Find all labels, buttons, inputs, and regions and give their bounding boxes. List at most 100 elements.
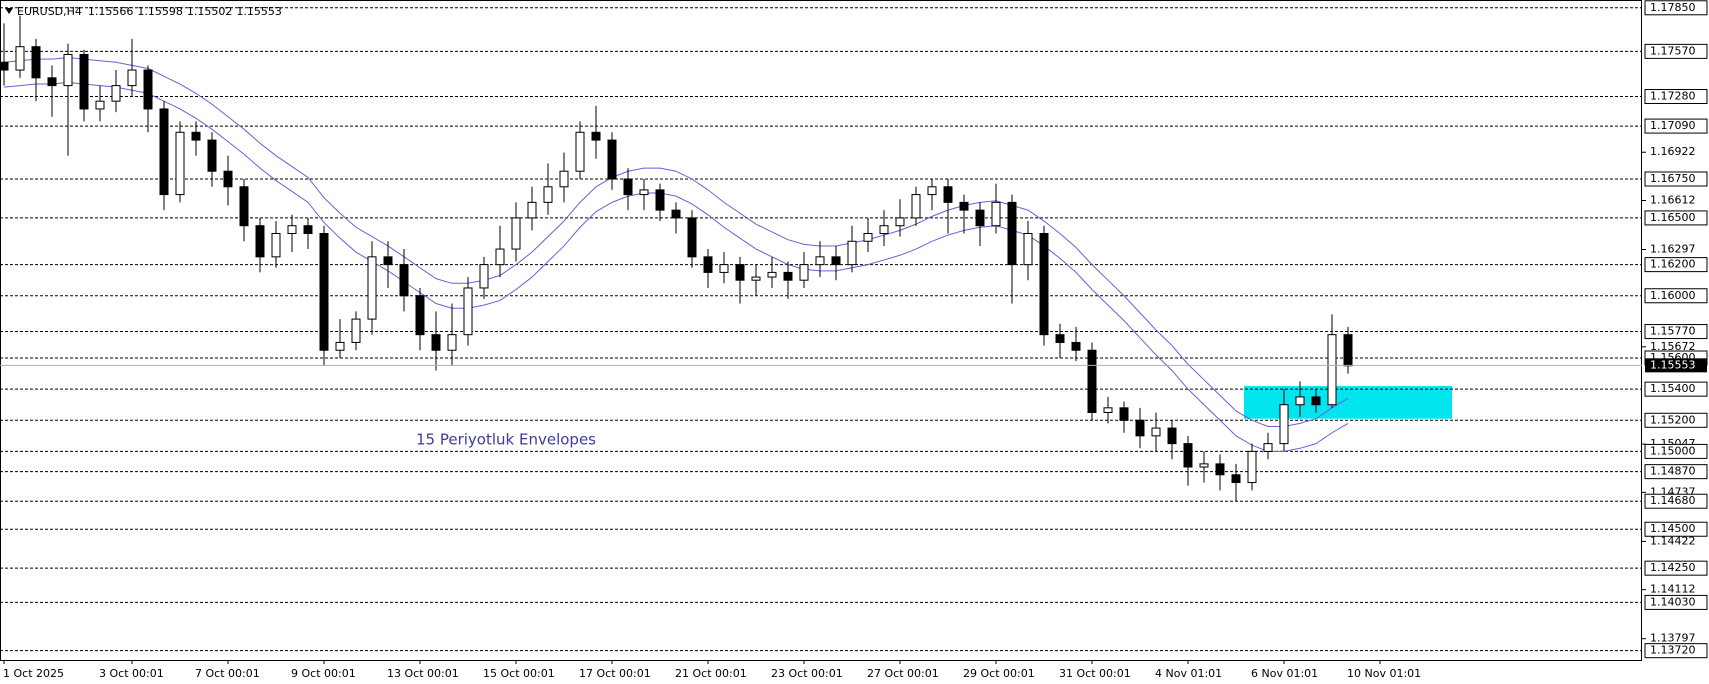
x-tick-label: 6 Nov 01:01 — [1251, 667, 1318, 680]
level-label: 1.17090 — [1650, 119, 1696, 132]
level-label: 1.15200 — [1650, 413, 1696, 426]
x-tick-label: 7 Oct 00:01 — [195, 667, 260, 680]
level-label-box — [1644, 643, 1708, 659]
candle-body — [1183, 443, 1193, 468]
candle-body — [671, 209, 681, 219]
candle-body — [895, 217, 905, 227]
level-label-box — [1644, 412, 1708, 428]
candle-body — [703, 256, 713, 273]
candle-body — [639, 189, 649, 196]
candle-body — [927, 186, 937, 196]
candle-body — [1343, 334, 1353, 367]
zone — [1244, 386, 1452, 419]
candle-body — [367, 256, 377, 320]
candle-body — [335, 341, 345, 351]
candle-body — [783, 271, 793, 281]
header: EURUSD,H4 1.15566 1.15598 1.15502 1.15553 — [17, 5, 282, 18]
candle-body — [271, 232, 281, 258]
level-label-box — [1644, 443, 1708, 459]
candle-body — [47, 77, 57, 87]
x-tick-label: 23 Oct 00:01 — [771, 667, 843, 680]
candle-body — [735, 264, 745, 281]
y-tick-label: 1.15672 — [1650, 340, 1696, 353]
candle-body — [1295, 396, 1305, 406]
candle-body — [591, 131, 601, 141]
quote-low: 1.15502 — [187, 5, 233, 18]
x-tick-label: 1 Oct 2025 — [3, 667, 64, 680]
candle-body — [495, 248, 505, 266]
x-tick-label: 31 Oct 00:01 — [1059, 667, 1131, 680]
level-label: 1.14680 — [1650, 494, 1696, 507]
level-label: 1.17570 — [1650, 44, 1696, 57]
candle-body — [351, 318, 361, 343]
candle-body — [127, 69, 137, 87]
level-label-box — [1644, 257, 1708, 273]
x-tick-label: 9 Oct 00:01 — [291, 667, 356, 680]
candle-body — [607, 139, 617, 180]
candle-body — [767, 271, 777, 278]
level-label: 1.15770 — [1650, 325, 1696, 338]
candle-body — [1247, 450, 1257, 484]
candle-body — [527, 201, 537, 219]
x-tick-label: 15 Oct 00:01 — [483, 667, 555, 680]
candle-body — [879, 225, 889, 234]
candle-body — [1311, 396, 1321, 406]
x-tick-label: 13 Oct 00:01 — [387, 667, 459, 680]
y-tick-label: 1.14112 — [1650, 583, 1696, 596]
candle-body — [95, 100, 105, 110]
level-label: 1.16750 — [1650, 172, 1696, 185]
candle-body — [511, 217, 521, 250]
level-label: 1.14500 — [1650, 522, 1696, 535]
candle-body — [239, 186, 249, 227]
level-label: 1.17280 — [1650, 90, 1696, 103]
level-label-box — [1644, 288, 1708, 304]
level-label: 1.15400 — [1650, 382, 1696, 395]
candle-body — [159, 108, 169, 196]
candle-body — [1103, 407, 1113, 414]
x-tick-label: 29 Oct 00:01 — [963, 667, 1035, 680]
candle-body — [799, 264, 809, 281]
envelope-upper — [3, 57, 1349, 428]
candle-body — [111, 85, 121, 102]
level-label-box — [1644, 324, 1708, 340]
y-tick-label: 1.16612 — [1650, 193, 1696, 206]
candle-body — [319, 232, 329, 351]
candle-body — [415, 295, 425, 336]
y-tick-label: 1.16922 — [1650, 145, 1696, 158]
candle-body — [31, 46, 41, 79]
candle-body — [1071, 341, 1081, 351]
candle-body — [623, 178, 633, 196]
candle-body — [719, 264, 729, 273]
candle-body — [1279, 404, 1289, 445]
candle-body — [1039, 232, 1049, 336]
candle-body — [1327, 334, 1337, 406]
candle-body — [1055, 334, 1065, 343]
candle-body — [479, 264, 489, 289]
y-tick-label: 1.13797 — [1650, 632, 1696, 645]
candle-body — [1263, 443, 1273, 452]
current-price-label: 1.15553 — [1650, 358, 1696, 371]
candle-body — [399, 264, 409, 297]
candle-body — [1151, 427, 1161, 437]
level-label: 1.15000 — [1650, 444, 1696, 457]
candle-body — [1231, 474, 1241, 484]
level-label-box — [1644, 381, 1708, 397]
candle-body — [63, 53, 73, 87]
candle-body — [911, 194, 921, 219]
candle-body — [431, 334, 441, 351]
candle-body — [287, 225, 297, 234]
candle-body — [191, 131, 201, 141]
candle-body — [383, 256, 393, 266]
candle-body — [943, 186, 953, 203]
y-tick-label: 1.16297 — [1650, 243, 1696, 256]
level-label-box — [1644, 464, 1708, 480]
candle-body — [1215, 463, 1225, 476]
candle-body — [463, 287, 473, 336]
candle-body — [863, 232, 873, 242]
candle-body — [847, 240, 857, 266]
level-label-box — [1644, 560, 1708, 576]
x-tick-label: 17 Oct 00:01 — [579, 667, 651, 680]
level-label-box — [1644, 43, 1708, 59]
candle-body — [1119, 407, 1129, 421]
level-label: 1.16200 — [1650, 258, 1696, 271]
